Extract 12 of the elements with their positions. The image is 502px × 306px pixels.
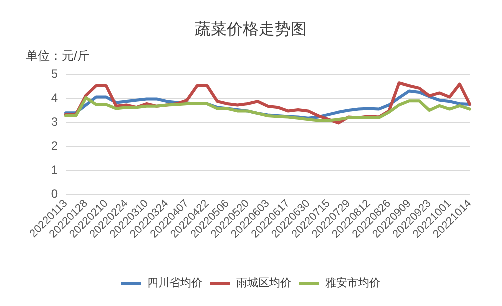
chart-title: 蔬菜价格走势图 (195, 20, 307, 38)
y-tick-label: 3 (51, 115, 58, 129)
y-tick-label: 1 (51, 163, 58, 177)
legend-label: 雅安市均价 (326, 276, 380, 290)
y-tick-label: 0 (51, 187, 58, 201)
y-tick-label: 4 (51, 91, 58, 105)
line-series (64, 96, 472, 122)
y-tick-label: 2 (51, 139, 58, 153)
legend-label: 四川省均价 (148, 276, 202, 290)
y-tick-label: 5 (51, 67, 58, 81)
y-axis-title: 单位：元/斤 (26, 49, 90, 63)
legend-label: 雨城区均价 (236, 276, 292, 290)
